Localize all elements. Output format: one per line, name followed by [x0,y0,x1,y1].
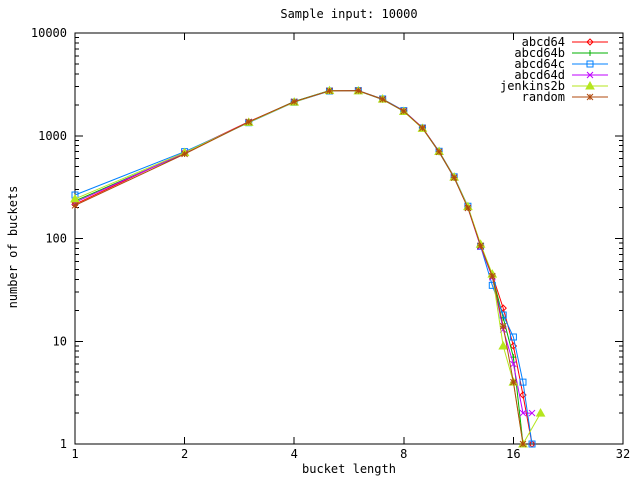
series-jenkins2b [70,85,546,448]
series-abcd64 [71,86,536,448]
legend-label: abcd64c [514,57,565,71]
legend-item-abcd64c: abcd64c [514,57,608,71]
y-tick-label: 10 [53,334,67,348]
x-tick-label: 16 [506,447,520,461]
x-tick-label: 2 [181,447,188,461]
legend-item-abcd64b: abcd64b [514,46,608,60]
y-tick-label: 1 [60,437,67,451]
legend-item-random: random [522,90,608,104]
series-random [71,87,527,448]
x-tick-label: 32 [616,447,630,461]
x-tick-label: 8 [400,447,407,461]
y-tick-label: 1000 [38,129,67,143]
y-tick-label: 100 [45,232,67,246]
x-tick-label: 1 [71,447,78,461]
legend-item-jenkins2b: jenkins2b [500,79,608,93]
y-tick-label: 10000 [31,26,67,40]
legend-label: abcd64 [522,35,565,49]
legend-label: abcd64b [514,46,565,60]
legend-label: jenkins2b [500,79,565,93]
axes [74,32,624,445]
series-abcd64d [71,87,536,417]
x-tick-label: 4 [291,447,298,461]
chart-title: Sample input: 10000 [280,7,418,21]
series-abcd64c [71,87,536,448]
legend-item-abcd64: abcd64 [522,35,608,49]
legend: abcd64abcd64babcd64cabcd64djenkins2brand… [500,35,608,104]
legend-item-abcd64d: abcd64d [514,68,608,82]
series-abcd64b [72,87,526,447]
legend-label: random [522,90,565,104]
legend-label: abcd64d [514,68,565,82]
x-axis-label: bucket length [302,462,396,476]
